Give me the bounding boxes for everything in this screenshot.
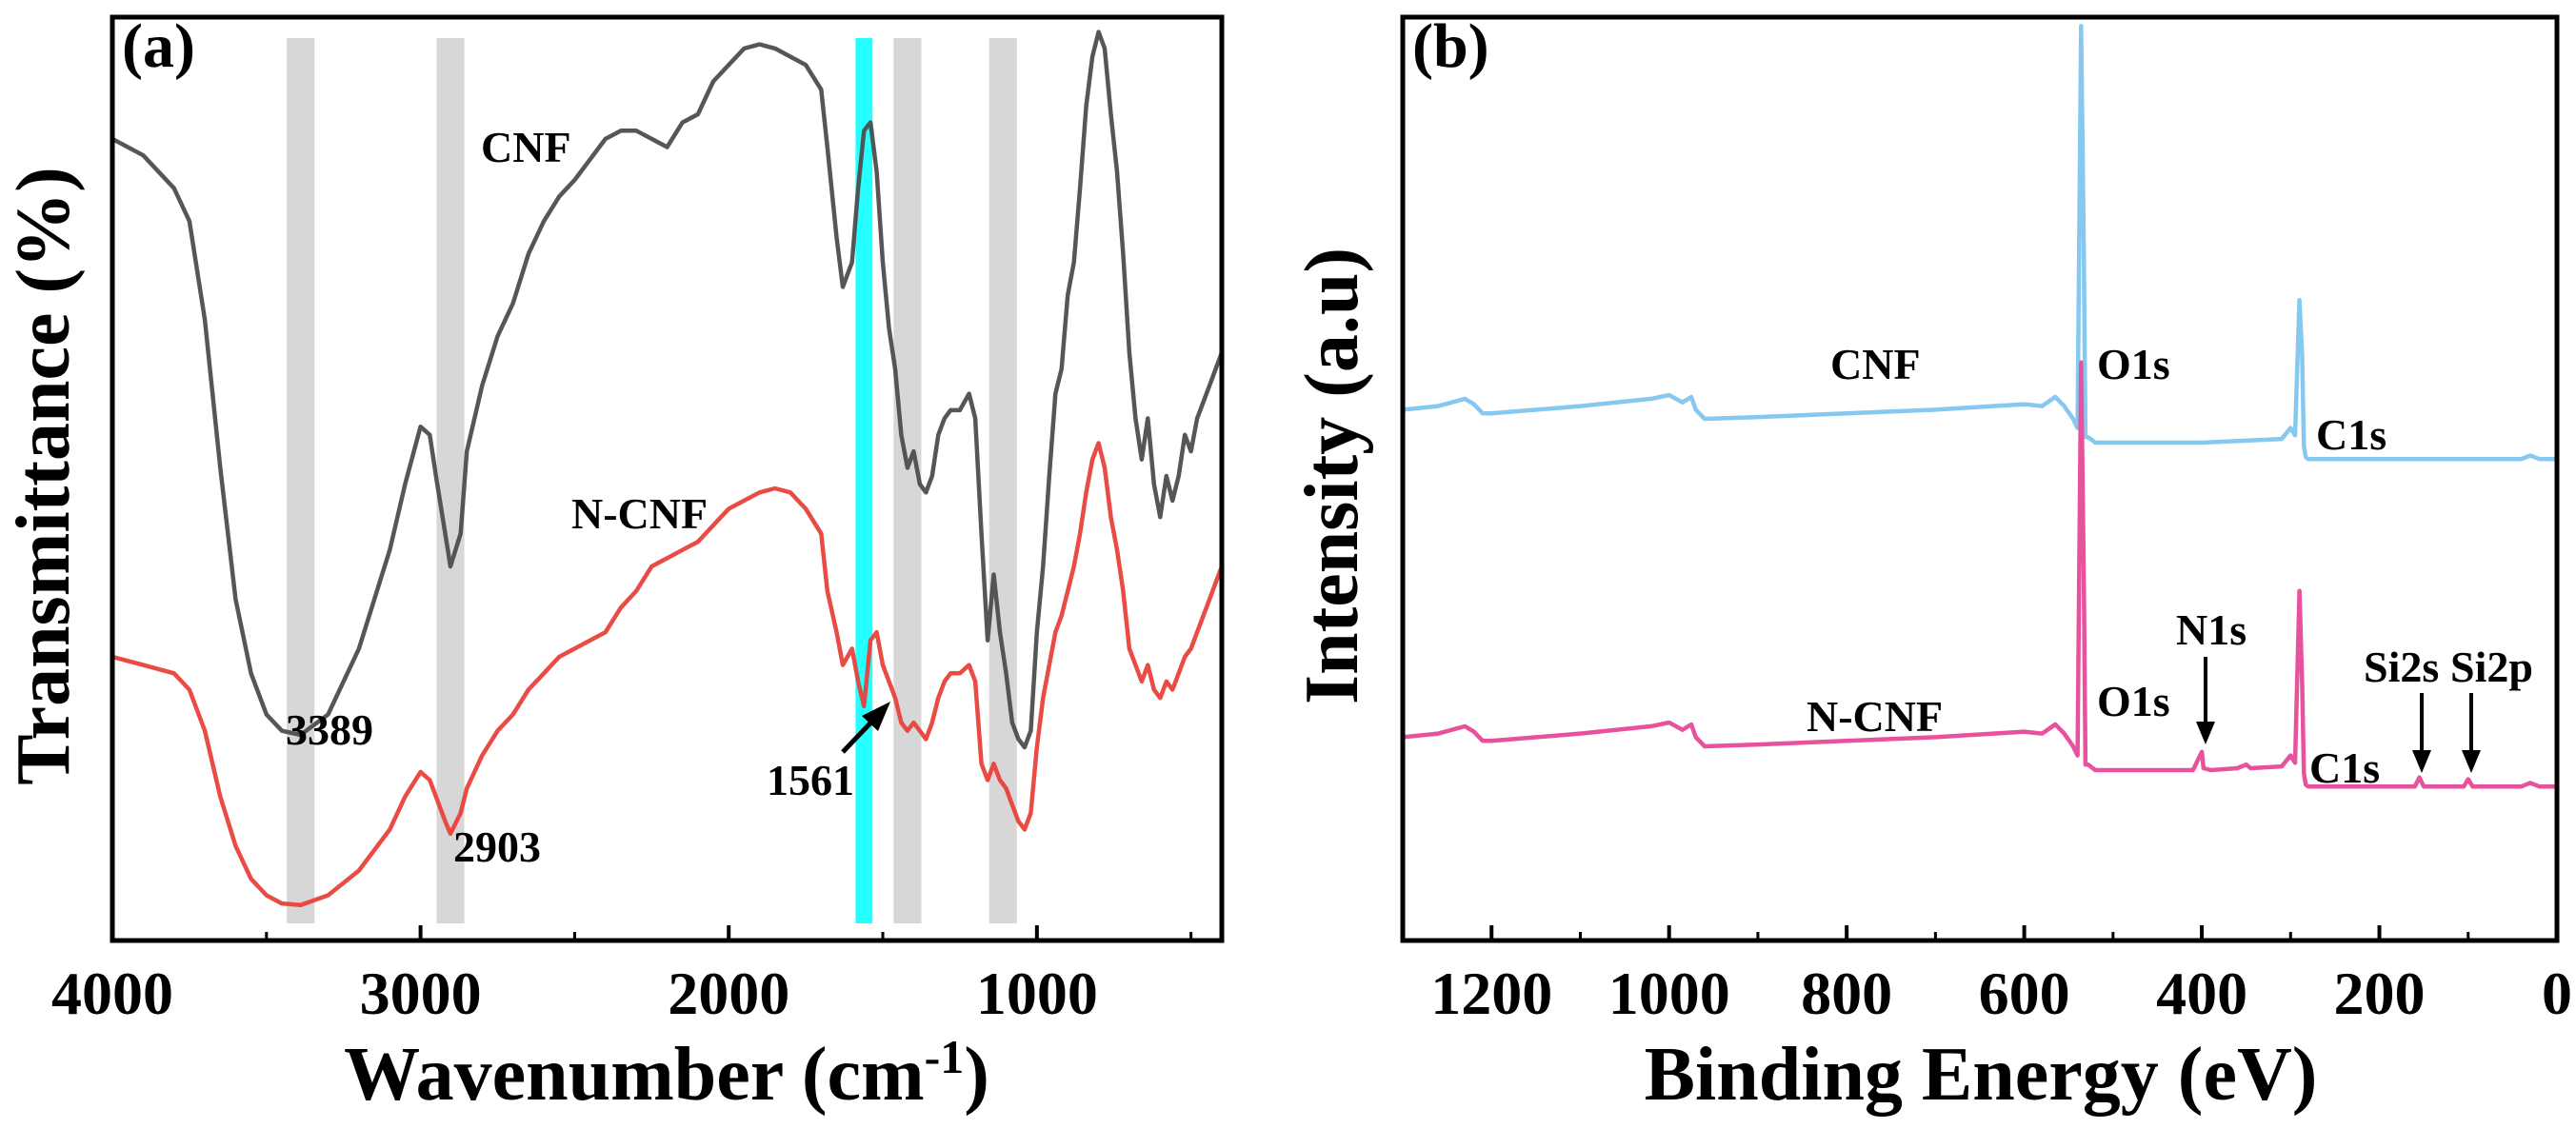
ftir-peak-label-3389: 3389 bbox=[286, 705, 373, 754]
xps-plot-frame bbox=[1400, 14, 2560, 943]
xps-peak-label-c1s-ncnf: C1s bbox=[2309, 743, 2380, 792]
xps-y-axis-title: Intensity (a.u) bbox=[1290, 248, 1374, 704]
ftir-series-layer bbox=[112, 30, 1222, 908]
ftir-band-2903 bbox=[436, 38, 465, 923]
xps-x-tick-label: 200 bbox=[2334, 960, 2426, 1027]
xps-x-tick-label: 800 bbox=[1801, 960, 1892, 1027]
ftir-x-tick-label: 2000 bbox=[668, 960, 789, 1027]
ftir-x-ticks: 4000 3000 2000 1000 bbox=[51, 925, 1193, 1027]
ftir-curve-label-cnf: CNF bbox=[481, 123, 571, 171]
ftir-band-1561 bbox=[855, 38, 873, 923]
xps-peak-label-o1s-cnf: O1s bbox=[2097, 340, 2170, 388]
xps-x-tick-label: 600 bbox=[1979, 960, 2070, 1027]
ftir-plot-frame bbox=[110, 14, 1225, 943]
ftir-series-cnf bbox=[112, 30, 1222, 750]
ftir-x-tick-label: 4000 bbox=[51, 960, 173, 1027]
xps-series-cnf bbox=[1403, 23, 2557, 462]
ftir-band-3389 bbox=[287, 38, 315, 923]
ftir-x-axis-title: Wavenumber (cm-1) bbox=[344, 1030, 989, 1117]
ftir-arrow-1561 bbox=[841, 702, 890, 754]
ftir-band-1420 bbox=[893, 38, 922, 923]
xps-series-layer bbox=[1403, 23, 2557, 789]
xps-peak-label-si2s: Si2s bbox=[2364, 643, 2439, 691]
ftir-series-n-cnf bbox=[112, 441, 1222, 908]
xps-peak-label-n1s: N1s bbox=[2176, 605, 2247, 654]
ftir-x-tick-label: 1000 bbox=[976, 960, 1098, 1027]
xps-series-n-cnf bbox=[1403, 360, 2557, 789]
ftir-curve-label-ncnf: N-CNF bbox=[571, 489, 708, 538]
panel-b: 1200 1000 800 600 400 200 0 (b) CNF N-CNF O1s … bbox=[1290, 11, 2572, 1117]
xps-curve-label-cnf: CNF bbox=[1830, 340, 1921, 388]
ftir-band-1110 bbox=[988, 38, 1017, 923]
xps-x-ticks: 1200 1000 800 600 400 200 0 bbox=[1401, 925, 2572, 1027]
ftir-x-tick-label: 3000 bbox=[360, 960, 482, 1027]
ftir-peak-label-1561: 1561 bbox=[767, 756, 854, 804]
xps-arrow-n1s bbox=[2196, 657, 2215, 744]
xps-panel-label: (b) bbox=[1412, 11, 1489, 81]
xps-x-tick-label: 1200 bbox=[1430, 960, 1552, 1027]
xps-arrow-si2p bbox=[2462, 693, 2481, 773]
panel-a: 4000 3000 2000 1000 (a) CNF N-CNF 3389 2903… bbox=[2, 11, 1225, 1117]
xps-x-tick-label: 400 bbox=[2156, 960, 2247, 1027]
xps-x-tick-label: 0 bbox=[2542, 960, 2572, 1027]
ftir-peak-label-2903: 2903 bbox=[453, 822, 541, 871]
xps-peak-label-si2p: Si2p bbox=[2450, 643, 2533, 691]
xps-curve-label-ncnf: N-CNF bbox=[1807, 692, 1943, 741]
xps-arrow-si2s bbox=[2412, 693, 2431, 773]
xps-peak-label-c1s-cnf: C1s bbox=[2316, 410, 2386, 459]
xps-peak-label-o1s-ncnf: O1s bbox=[2097, 677, 2170, 725]
ftir-highlight-bands bbox=[287, 38, 1017, 923]
xps-x-tick-label: 1000 bbox=[1608, 960, 1730, 1027]
ftir-y-axis-title: Transmittance (%) bbox=[2, 167, 86, 785]
xps-x-axis-title: Binding Energy (eV) bbox=[1645, 1033, 2318, 1117]
ftir-panel-label: (a) bbox=[122, 11, 195, 81]
